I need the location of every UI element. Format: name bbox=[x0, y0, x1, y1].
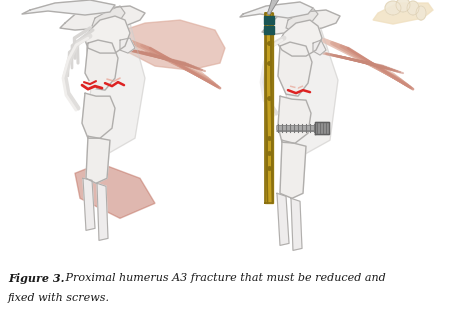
Polygon shape bbox=[286, 20, 338, 160]
Polygon shape bbox=[108, 20, 225, 70]
Polygon shape bbox=[240, 2, 313, 18]
Polygon shape bbox=[82, 80, 103, 90]
Polygon shape bbox=[92, 6, 125, 30]
Polygon shape bbox=[265, 13, 273, 203]
Bar bbox=[264, 16, 274, 24]
Polygon shape bbox=[281, 33, 308, 75]
Polygon shape bbox=[262, 10, 340, 34]
Polygon shape bbox=[265, 13, 272, 203]
Text: fixed with screws.: fixed with screws. bbox=[8, 293, 110, 303]
Polygon shape bbox=[85, 16, 130, 53]
Bar bbox=[264, 26, 274, 34]
Polygon shape bbox=[90, 18, 145, 158]
Polygon shape bbox=[291, 198, 302, 250]
Ellipse shape bbox=[385, 1, 401, 15]
Polygon shape bbox=[248, 0, 473, 258]
Polygon shape bbox=[22, 0, 115, 15]
Polygon shape bbox=[278, 42, 312, 96]
Polygon shape bbox=[286, 8, 318, 31]
Polygon shape bbox=[313, 40, 326, 55]
Text: Proximal humerus A3 fracture that must be reduced and: Proximal humerus A3 fracture that must b… bbox=[62, 273, 386, 283]
Ellipse shape bbox=[396, 0, 410, 12]
Polygon shape bbox=[83, 178, 95, 230]
Polygon shape bbox=[75, 163, 155, 218]
Polygon shape bbox=[86, 136, 110, 183]
Text: Figure 3.: Figure 3. bbox=[8, 273, 64, 284]
Polygon shape bbox=[373, 3, 433, 24]
Polygon shape bbox=[278, 96, 311, 143]
Polygon shape bbox=[278, 20, 322, 56]
Polygon shape bbox=[85, 40, 118, 90]
Ellipse shape bbox=[407, 1, 419, 15]
Bar bbox=[315, 122, 329, 134]
Polygon shape bbox=[82, 93, 115, 138]
Polygon shape bbox=[97, 183, 108, 240]
Polygon shape bbox=[120, 38, 135, 53]
Polygon shape bbox=[5, 0, 230, 258]
Polygon shape bbox=[280, 140, 306, 198]
Polygon shape bbox=[87, 28, 115, 72]
Polygon shape bbox=[277, 193, 289, 245]
Polygon shape bbox=[60, 6, 145, 30]
Ellipse shape bbox=[416, 6, 426, 20]
